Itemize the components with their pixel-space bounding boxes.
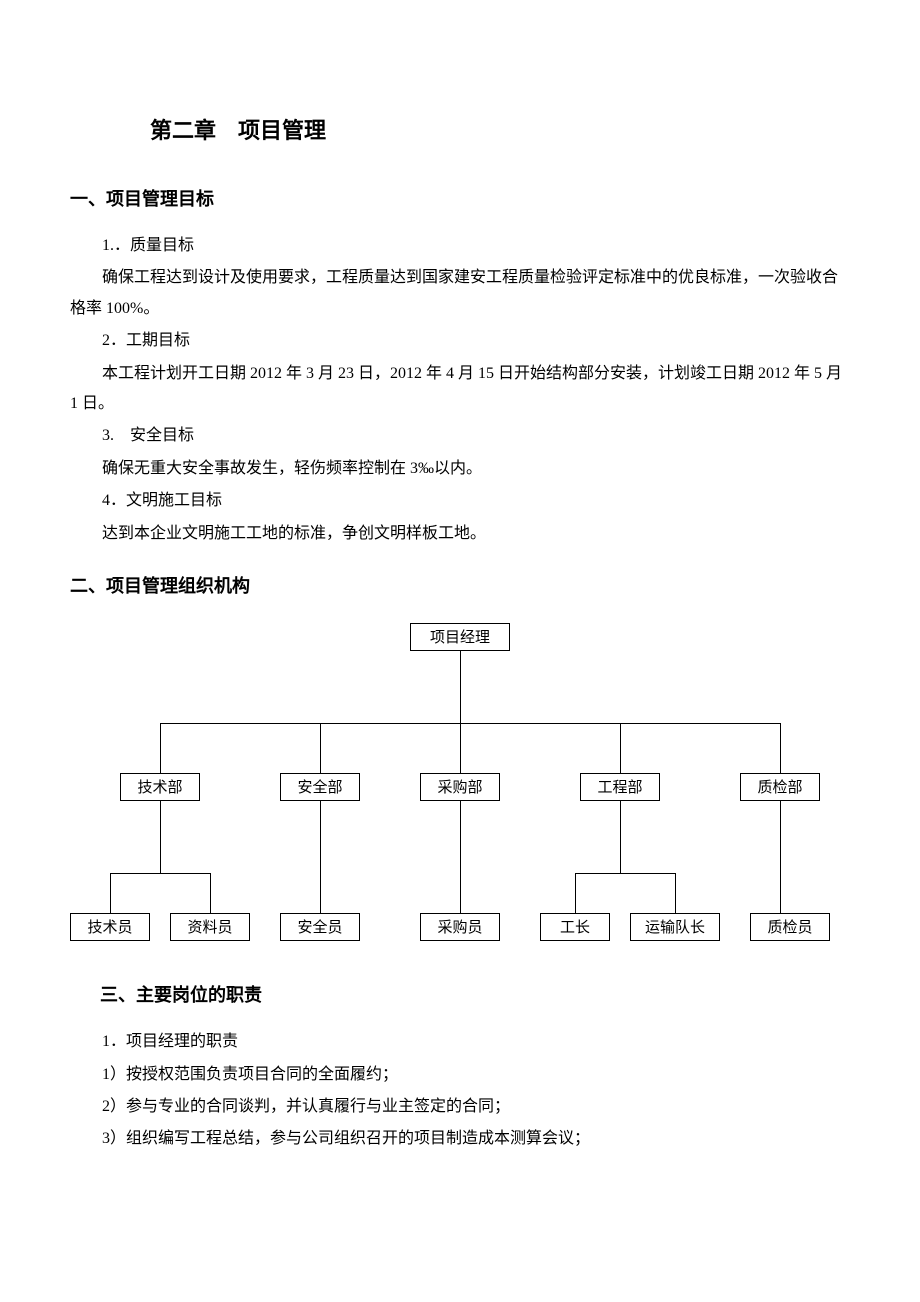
s1-p2: 确保工程达到设计及使用要求，工程质量达到国家建安工程质量检验评定标准中的优良标准… <box>70 263 850 324</box>
org-node-d5: 质检部 <box>740 773 820 801</box>
org-node-l2: 资料员 <box>170 913 250 941</box>
org-line <box>780 801 781 913</box>
org-node-d1: 技术部 <box>120 773 200 801</box>
s3-p4: 3）组织编写工程总结，参与公司组织召开的项目制造成本测算会议； <box>70 1124 850 1154</box>
section3-title: 三、主要岗位的职责 <box>100 978 850 1012</box>
org-line <box>620 801 621 873</box>
org-node-l7: 质检员 <box>750 913 830 941</box>
s3-p2: 1）按授权范围负责项目合同的全面履约； <box>70 1060 850 1090</box>
chapter-title: 第二章 项目管理 <box>150 110 850 152</box>
org-line <box>160 801 161 873</box>
org-node-d4: 工程部 <box>580 773 660 801</box>
org-node-d2: 安全部 <box>280 773 360 801</box>
org-line <box>460 801 461 913</box>
org-node-d3: 采购部 <box>420 773 500 801</box>
section2-title: 二、项目管理组织机构 <box>70 569 850 603</box>
org-line <box>110 873 210 874</box>
org-chart: 项目经理技术部 安全部 采购部 工程部 质检部技术员资料员 安全员 采购员 工长运输队长 质检员 <box>70 623 850 953</box>
org-node-l3: 安全员 <box>280 913 360 941</box>
org-line <box>460 723 461 773</box>
org-line <box>110 873 111 913</box>
s1-p5: 3. 安全目标 <box>70 421 850 451</box>
org-line <box>160 723 161 773</box>
org-line <box>460 651 461 723</box>
org-node-l4: 采购员 <box>420 913 500 941</box>
org-node-l1: 技术员 <box>70 913 150 941</box>
s1-p6: 确保无重大安全事故发生，轻伤频率控制在 3‰以内。 <box>70 454 850 484</box>
org-node-root: 项目经理 <box>410 623 510 651</box>
s1-p1: 1.．质量目标 <box>70 231 850 261</box>
org-line <box>780 723 781 773</box>
org-node-l6: 运输队长 <box>630 913 720 941</box>
s3-p1: 1．项目经理的职责 <box>70 1027 850 1057</box>
org-line <box>575 873 675 874</box>
s1-p7: 4．文明施工目标 <box>70 486 850 516</box>
s1-p4: 本工程计划开工日期 2012 年 3 月 23 日，2012 年 4 月 15 … <box>70 359 850 420</box>
org-line <box>320 801 321 913</box>
section1-title: 一、项目管理目标 <box>70 182 850 216</box>
org-node-l5: 工长 <box>540 913 610 941</box>
org-line <box>620 723 621 773</box>
org-line <box>210 873 211 913</box>
org-line <box>160 723 780 724</box>
org-line <box>575 873 576 913</box>
s1-p3: 2．工期目标 <box>70 326 850 356</box>
org-line <box>675 873 676 913</box>
s3-p3: 2）参与专业的合同谈判，并认真履行与业主签定的合同； <box>70 1092 850 1122</box>
org-line <box>320 723 321 773</box>
s1-p8: 达到本企业文明施工工地的标准，争创文明样板工地。 <box>70 519 850 549</box>
